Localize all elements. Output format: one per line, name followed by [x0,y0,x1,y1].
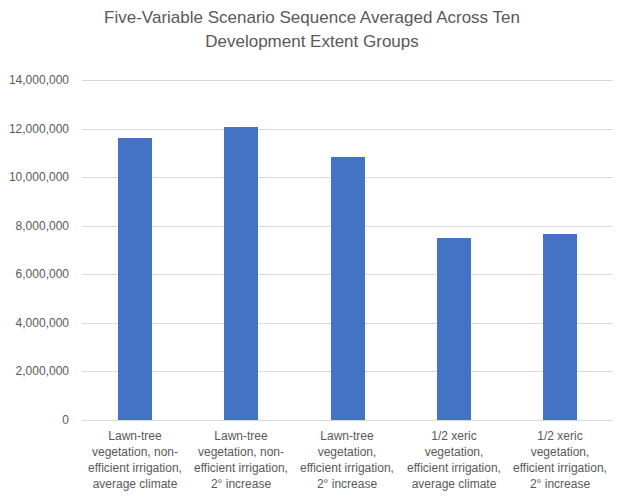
x-axis-label-3: Lawn-treevegetation,efficient irrigation… [294,428,400,492]
x-axis-label-line: 2° increase [294,476,400,492]
x-axis-label-line: Lawn-tree [188,428,294,444]
x-axis-label-line: efficient irrigation, [401,460,507,476]
x-axis-label-1: Lawn-treevegetation, non-efficient irrig… [82,428,188,492]
bar-4[interactable] [437,238,471,420]
plot-area: 0 2,000,000 4,000,000 6,000,000 8,000,000 10,… [0,0,624,503]
y-axis-tick-label: 12,000,000 [0,122,69,136]
x-axis-label-line: 1/2 xeric [401,428,507,444]
bar-chart: Five-Variable Scenario Sequence Averaged… [0,0,624,503]
y-axis-tick-label: 10,000,000 [0,170,69,184]
y-axis-tick-label: 0 [0,413,69,427]
gridline [82,129,613,130]
y-axis-tick-label: 6,000,000 [0,267,69,281]
bar-2[interactable] [224,127,258,420]
bar-3[interactable] [331,157,365,420]
x-axis-label-line: Lawn-tree [294,428,400,444]
gridline [82,80,613,81]
bar-5[interactable] [543,234,577,420]
y-axis-tick-label: 14,000,000 [0,73,69,87]
x-axis-label-line: vegetation, [294,444,400,460]
y-axis-tick-label: 2,000,000 [0,364,69,378]
x-axis-label-line: average climate [401,476,507,492]
x-axis-label-line: vegetation, [401,444,507,460]
x-axis-label-line: 1/2 xeric [507,428,613,444]
y-axis-tick-label: 8,000,000 [0,219,69,233]
x-axis-label-line: Lawn-tree [82,428,188,444]
x-axis-label-line: vegetation, non- [82,444,188,460]
bar-1[interactable] [118,138,152,420]
x-axis-label-5: 1/2 xericvegetation,efficient irrigation… [507,428,613,492]
y-axis-tick-label: 4,000,000 [0,316,69,330]
x-axis-label-4: 1/2 xericvegetation,efficient irrigation… [401,428,507,492]
x-axis-label-line: efficient irrigation, [294,460,400,476]
x-axis-label-line: average climate [82,476,188,492]
x-axis-label-line: 2° increase [188,476,294,492]
x-axis-line [82,420,613,421]
x-axis-label-line: vegetation, non- [188,444,294,460]
x-axis-label-line: efficient irrigation, [82,460,188,476]
x-axis-label-2: Lawn-treevegetation, non-efficient irrig… [188,428,294,492]
x-axis-label-line: efficient irrigation, [507,460,613,476]
x-axis-label-line: 2° increase [507,476,613,492]
x-axis-label-line: vegetation, [507,444,613,460]
x-axis-label-line: efficient irrigation, [188,460,294,476]
